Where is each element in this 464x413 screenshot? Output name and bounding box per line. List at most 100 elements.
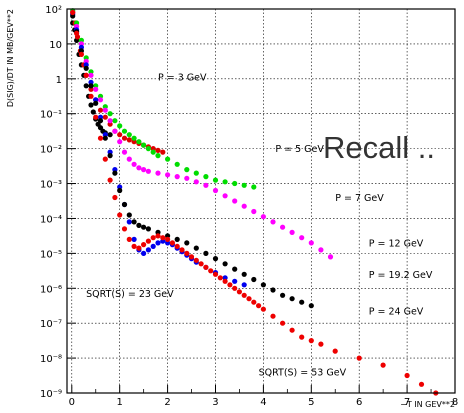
data-point — [83, 65, 89, 71]
data-point — [318, 247, 324, 253]
data-point — [251, 184, 257, 190]
data-point — [74, 30, 80, 36]
data-point — [241, 203, 247, 209]
data-point — [112, 194, 118, 201]
data-point — [83, 72, 89, 78]
data-point — [131, 135, 137, 141]
data-point — [222, 261, 228, 267]
data-point — [150, 235, 156, 241]
data-point — [217, 275, 223, 281]
y-tick-label: 10⁻⁹ — [40, 389, 62, 400]
data-point — [198, 261, 204, 267]
data-point — [88, 102, 94, 108]
data-point — [131, 161, 137, 167]
series-annotation: P = 5 GeV — [275, 144, 324, 155]
data-point — [380, 362, 386, 368]
data-point — [299, 299, 305, 305]
data-points — [70, 8, 439, 396]
data-point — [155, 233, 161, 239]
series-annotation: SQRT(S) = 53 GeV — [259, 368, 347, 379]
data-point — [203, 250, 209, 256]
data-point — [212, 271, 219, 277]
data-point — [165, 236, 171, 242]
data-point — [179, 247, 185, 253]
data-point — [280, 224, 286, 230]
data-point — [260, 306, 266, 312]
data-point — [97, 135, 104, 141]
data-point — [83, 83, 89, 89]
data-point — [70, 9, 76, 16]
data-point — [260, 214, 266, 220]
data-point — [193, 179, 199, 185]
data-point — [126, 156, 132, 162]
data-point — [126, 236, 132, 242]
data-point — [227, 282, 233, 288]
data-point — [308, 240, 314, 246]
axis-ticks — [67, 8, 456, 394]
data-point — [203, 182, 209, 188]
plot-frame — [66, 8, 456, 394]
data-point — [203, 264, 209, 270]
data-point — [318, 341, 324, 347]
data-point — [88, 93, 94, 99]
data-point — [126, 132, 132, 138]
data-point — [93, 114, 99, 120]
data-point — [404, 372, 410, 379]
data-point — [212, 187, 219, 194]
data-point — [131, 219, 137, 225]
data-point — [232, 180, 238, 187]
data-point — [232, 285, 238, 291]
series-annotation: SQRT(S) = 23 GeV — [86, 289, 174, 300]
data-point — [141, 167, 147, 173]
data-point — [184, 175, 190, 181]
y-tick-label: 10⁻⁴ — [40, 214, 62, 225]
data-point — [212, 256, 219, 262]
data-point — [203, 174, 209, 180]
data-point — [222, 193, 228, 199]
data-point — [136, 165, 142, 171]
y-tick-label: 10⁻³ — [40, 180, 62, 191]
data-point — [246, 296, 252, 302]
data-point — [121, 135, 128, 141]
data-point — [169, 240, 175, 246]
y-tick-label: 10⁻⁶ — [40, 284, 62, 295]
data-point — [131, 236, 137, 242]
data-point — [121, 226, 128, 232]
data-point — [121, 149, 128, 155]
data-point — [145, 168, 151, 174]
data-point — [150, 243, 156, 249]
data-point — [232, 266, 238, 272]
series-annotation: P = 19.2 GeV — [369, 270, 433, 281]
data-point — [117, 123, 123, 129]
data-point — [256, 303, 262, 309]
data-point — [102, 135, 108, 141]
data-point — [102, 107, 108, 113]
data-point — [184, 167, 190, 173]
data-point — [136, 245, 142, 251]
data-point — [308, 303, 314, 309]
series-annotation: P = 12 GeV — [369, 238, 424, 249]
data-point — [160, 149, 166, 155]
data-point — [418, 381, 425, 387]
data-point — [112, 128, 118, 134]
data-point — [155, 153, 161, 159]
data-point — [155, 240, 161, 246]
x-tick-label: 1 — [117, 397, 123, 408]
data-point — [131, 243, 137, 249]
data-point — [270, 287, 276, 293]
data-point — [212, 177, 219, 183]
data-point — [93, 86, 99, 92]
data-point — [174, 161, 180, 167]
data-point — [121, 128, 128, 134]
data-point — [97, 107, 104, 113]
data-point — [289, 296, 295, 302]
data-point — [150, 149, 156, 155]
data-point — [327, 254, 334, 260]
y-tick-label: 10⁻⁷ — [40, 319, 62, 330]
data-point — [126, 219, 132, 225]
data-point — [107, 118, 113, 124]
data-point — [251, 299, 257, 305]
data-point — [241, 182, 247, 188]
data-point — [126, 137, 132, 143]
series-annotation: P = 24 GeV — [369, 306, 424, 317]
